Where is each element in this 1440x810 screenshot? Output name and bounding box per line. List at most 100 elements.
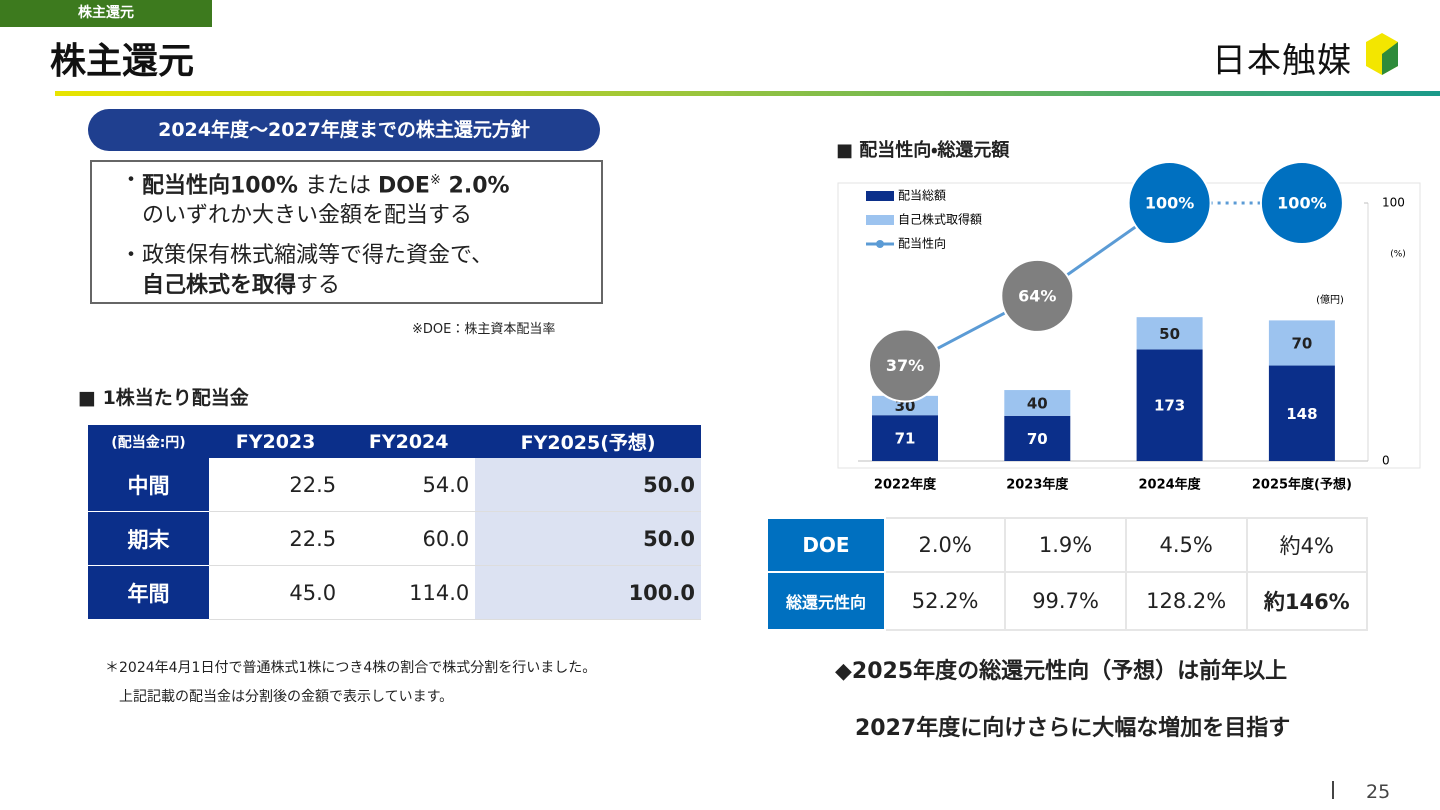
data-label: 100% (1145, 194, 1194, 213)
text: 自己株式を取得 (142, 273, 297, 299)
data-label: 64% (1018, 286, 1056, 305)
table-cell: 22.5 (209, 511, 343, 566)
y2-tick-label: 0 (1382, 454, 1390, 468)
section-title: ■ 1株当たり配当金 (78, 387, 249, 409)
legend-label: 自己株式取得額 (898, 212, 982, 227)
table-cell: 128.2% (1124, 571, 1248, 631)
table-cell: 50.0 (475, 458, 701, 512)
chart-title: ■ 配当性向・総還元額 (836, 140, 1010, 161)
header-row: (配当金:円) FY2023 FY2024 FY2025(予想) (88, 425, 701, 458)
bar (1268, 320, 1335, 366)
legend-swatch (866, 215, 894, 225)
table-cell: 52.2% (883, 571, 1007, 631)
column-header: (配当金:円) (88, 425, 209, 458)
table-cell: 約4% (1245, 517, 1369, 573)
column-header: FY2023 (209, 425, 343, 458)
ratio-table: DOE 2.0% 1.9% 4.5% 約4% 総還元性向 52.2% 99.7% 128.2% 約… (766, 517, 1369, 631)
table-cell: 2.0% (883, 517, 1007, 573)
marker (868, 328, 942, 403)
footnote: ※DOE：株主資本配当率 (412, 322, 556, 337)
text: 配当性向100% (142, 173, 298, 199)
page-number: 25 (1366, 781, 1391, 803)
column-header: FY2024 (342, 425, 476, 458)
x-tick-label: 2024年度 (1139, 477, 1202, 493)
legend-swatch (876, 240, 884, 248)
text: 政策保有株式縮減等で得た資金で、 (142, 243, 494, 269)
table-cell: 4.5% (1124, 517, 1248, 573)
row-header: 中間 (88, 458, 209, 512)
data-label: 70 (1027, 430, 1048, 448)
table-row: 年間 45.0 114.0 100.0 (88, 565, 701, 620)
bar (1268, 365, 1335, 461)
row-header: 年間 (88, 565, 209, 620)
y2-tick-label: 100 (1382, 196, 1405, 210)
bar (1136, 317, 1203, 350)
column-header: FY2025(予想) (475, 425, 701, 458)
bar (872, 415, 938, 461)
table-cell: 45.0 (209, 565, 343, 620)
text: のいずれか大きい金額を配当する (142, 203, 473, 229)
conclusion: 2027年度に向けさらに大幅な増加を目指す (855, 716, 1291, 741)
table-cell: 1.9% (1004, 517, 1127, 573)
divider (1332, 781, 1334, 799)
x-tick-label: 2025年度(予想) (1252, 477, 1352, 493)
text: ※ (429, 173, 441, 188)
marker (1000, 258, 1075, 333)
policy-box: 配当性向100% または DOE※ 2.0% のいずれか大きい金額を配当する 政策… (90, 160, 603, 304)
table-row: DOE 2.0% 1.9% 4.5% 約4% (766, 517, 1369, 573)
y2-axis-label: (%) (1390, 250, 1406, 260)
data-label: 71 (895, 430, 916, 448)
table-cell: 114.0 (342, 565, 476, 620)
logo-text: 日本触媒 (1212, 41, 1352, 81)
marker (1259, 161, 1344, 245)
y-axis-label: (億円) (1316, 293, 1344, 306)
table-cell: 50.0 (475, 511, 701, 566)
data-label: 40 (1027, 394, 1048, 412)
data-label: 100% (1277, 194, 1326, 213)
bar (872, 395, 938, 416)
table-cell: 60.0 (342, 511, 476, 566)
bar (1004, 415, 1071, 461)
legend-label: 配当性向 (898, 236, 946, 251)
table-row: 中間 22.5 54.0 50.0 (88, 458, 701, 512)
policy-title: 2024年度～2027年度までの株主還元方針 (88, 109, 600, 151)
row-header: 期末 (88, 511, 209, 566)
policy-item: 配当性向100% または DOE※ 2.0% のいずれか大きい金額を配当する (120, 166, 601, 231)
row-header: 総還元性向 (766, 571, 886, 631)
data-label: 37% (886, 356, 924, 375)
plot-frame (837, 182, 1421, 469)
dividend-table: (配当金:円) FY2023 FY2024 FY2025(予想) 中間 22.5 54.0 5… (88, 425, 701, 620)
text: 2.0% (440, 173, 510, 199)
row-header: DOE (766, 517, 886, 573)
table-cell: 22.5 (209, 458, 343, 512)
text: または (297, 173, 378, 199)
data-label: 70 (1291, 334, 1312, 352)
legend-label: 配当総額 (898, 188, 946, 203)
bar (1004, 390, 1071, 416)
table-row: 総還元性向 52.2% 99.7% 128.2% 約146% (766, 571, 1369, 631)
section-tab: 株主還元 (0, 0, 212, 27)
header-rule (55, 91, 1440, 96)
table-cell: 99.7% (1004, 571, 1127, 631)
legend-swatch (866, 191, 894, 201)
x-tick-label: 2022年度 (874, 477, 937, 493)
bar (1136, 349, 1203, 461)
data-label: 148 (1286, 405, 1317, 423)
table-cell: 54.0 (342, 458, 476, 512)
notes: ＊2024年4月1日付で普通株式1株につき4株の割合で株式分割を行いました。 上記… (105, 654, 596, 712)
x-tick-label: 2023年度 (1006, 477, 1069, 493)
conclusion: ◆2025年度の総還元性向（予想）は前年以上 (835, 659, 1288, 684)
table-cell: 約146% (1245, 571, 1369, 631)
note-line: ＊2024年4月1日付で普通株式1株につき4株の割合で株式分割を行いました。 (105, 660, 597, 676)
data-label: 50 (1159, 325, 1180, 343)
text: DOE (377, 173, 430, 199)
policy-item: 政策保有株式縮減等で得た資金で、自己株式を取得する (120, 241, 601, 301)
marker (1127, 161, 1212, 245)
data-label: 173 (1154, 397, 1185, 415)
table-cell: 100.0 (475, 565, 701, 620)
table-row: 期末 22.5 60.0 50.0 (88, 511, 701, 566)
text: する (296, 273, 341, 299)
